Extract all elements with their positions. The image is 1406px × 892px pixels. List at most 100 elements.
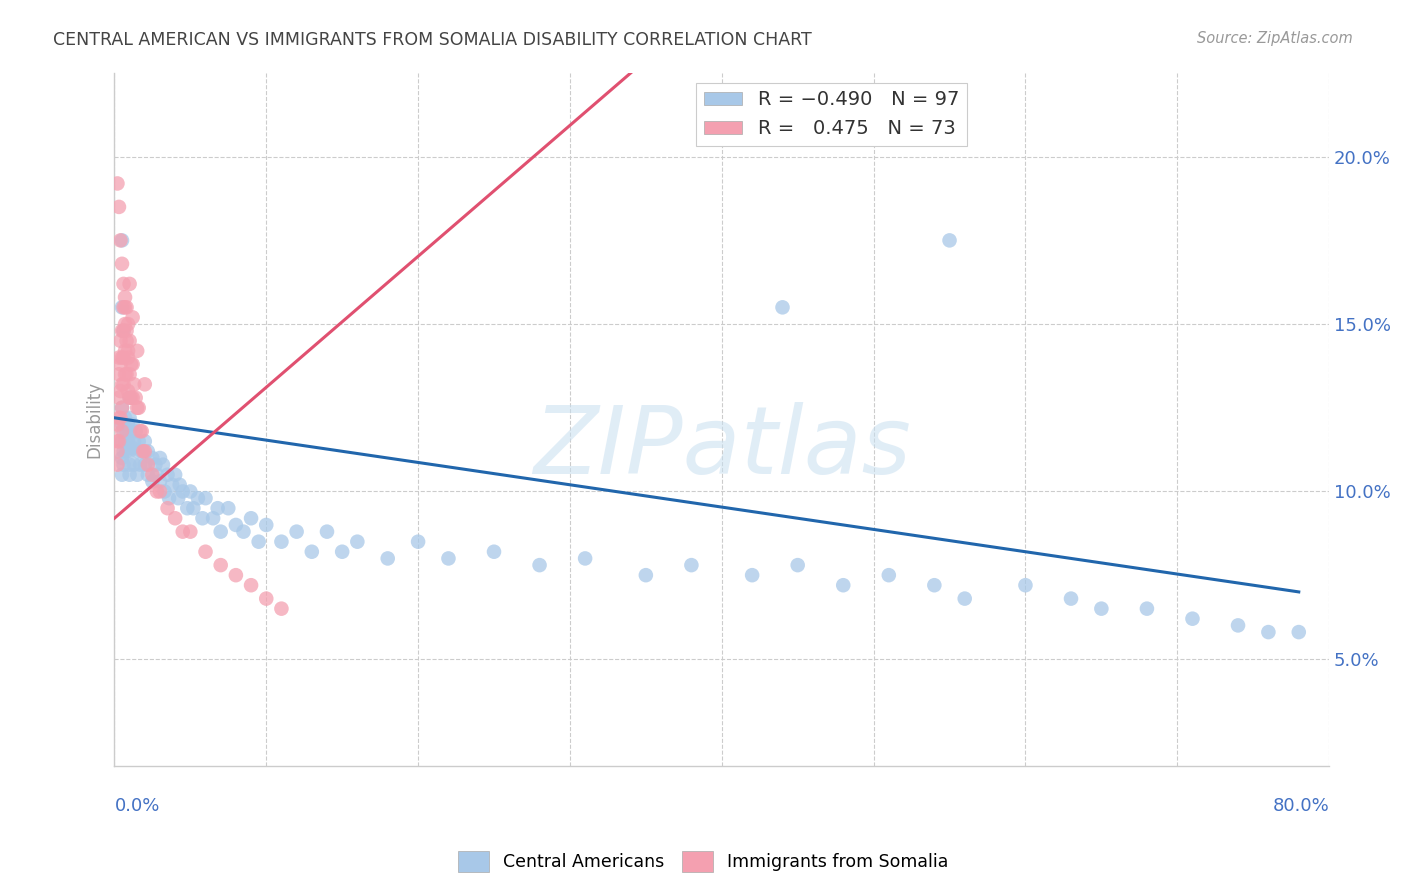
Point [1181, 612, 1204, 626]
Point [141, 467, 163, 482]
Legend: Central Americans, Immigrants from Somalia: Central Americans, Immigrants from Somal… [451, 844, 955, 879]
Point [118, 410, 141, 425]
Point [114, 290, 136, 304]
Point [107, 444, 129, 458]
Point [924, 578, 946, 592]
Point [194, 545, 217, 559]
Point [377, 551, 399, 566]
Point [118, 444, 141, 458]
Point [121, 310, 143, 325]
Point [232, 524, 254, 539]
Point [111, 467, 134, 482]
Point [110, 233, 132, 247]
Point [172, 484, 194, 499]
Point [1090, 601, 1112, 615]
Point [172, 524, 194, 539]
Point [118, 467, 141, 482]
Point [112, 277, 135, 291]
Point [111, 324, 134, 338]
Point [157, 491, 180, 505]
Point [136, 458, 159, 472]
Point [117, 317, 139, 331]
Point [111, 301, 134, 315]
Point [131, 424, 153, 438]
Point [330, 545, 353, 559]
Point [225, 568, 247, 582]
Point [165, 467, 187, 482]
Point [160, 477, 183, 491]
Point [121, 391, 143, 405]
Y-axis label: Disability: Disability [86, 381, 103, 458]
Point [141, 475, 163, 489]
Point [301, 545, 323, 559]
Point [134, 458, 156, 472]
Point [122, 458, 145, 472]
Point [117, 384, 139, 398]
Point [183, 501, 205, 516]
Point [112, 444, 135, 458]
Point [953, 591, 976, 606]
Point [141, 450, 163, 465]
Point [127, 467, 149, 482]
Point [121, 357, 143, 371]
Point [114, 410, 136, 425]
Point [270, 534, 292, 549]
Point [111, 377, 134, 392]
Point [938, 233, 960, 247]
Point [209, 524, 232, 539]
Point [115, 368, 138, 382]
Point [107, 417, 129, 432]
Point [111, 450, 134, 465]
Point [111, 401, 134, 415]
Point [122, 377, 145, 392]
Point [129, 424, 152, 438]
Point [136, 467, 159, 482]
Point [115, 444, 138, 458]
Text: 80.0%: 80.0% [1272, 797, 1329, 814]
Point [112, 424, 135, 438]
Point [118, 391, 141, 405]
Point [117, 434, 139, 449]
Point [209, 558, 232, 573]
Point [114, 434, 136, 449]
Point [316, 524, 339, 539]
Point [111, 351, 134, 365]
Point [153, 484, 176, 499]
Point [111, 401, 134, 415]
Point [156, 467, 179, 482]
Point [136, 444, 159, 458]
Point [191, 511, 214, 525]
Point [112, 458, 135, 472]
Point [482, 545, 505, 559]
Point [574, 551, 596, 566]
Point [634, 568, 657, 582]
Point [124, 391, 146, 405]
Point [124, 424, 146, 438]
Point [156, 501, 179, 516]
Point [110, 334, 132, 348]
Point [247, 534, 270, 549]
Point [121, 417, 143, 432]
Point [240, 511, 263, 525]
Point [529, 558, 551, 573]
Point [149, 475, 172, 489]
Text: CENTRAL AMERICAN VS IMMIGRANTS FROM SOMALIA DISABILITY CORRELATION CHART: CENTRAL AMERICAN VS IMMIGRANTS FROM SOMA… [53, 31, 813, 49]
Point [225, 518, 247, 533]
Point [112, 324, 135, 338]
Point [108, 410, 131, 425]
Point [114, 368, 136, 382]
Point [118, 368, 141, 382]
Point [131, 444, 153, 458]
Legend: R = −0.490   N = 97, R =   0.475   N = 73: R = −0.490 N = 97, R = 0.475 N = 73 [696, 83, 967, 146]
Point [112, 377, 135, 392]
Point [194, 491, 217, 505]
Point [114, 301, 136, 315]
Point [121, 441, 143, 455]
Point [179, 524, 201, 539]
Text: Source: ZipAtlas.com: Source: ZipAtlas.com [1197, 31, 1353, 46]
Point [146, 467, 169, 482]
Point [877, 568, 900, 582]
Point [110, 384, 132, 398]
Point [110, 410, 132, 425]
Point [127, 343, 149, 358]
